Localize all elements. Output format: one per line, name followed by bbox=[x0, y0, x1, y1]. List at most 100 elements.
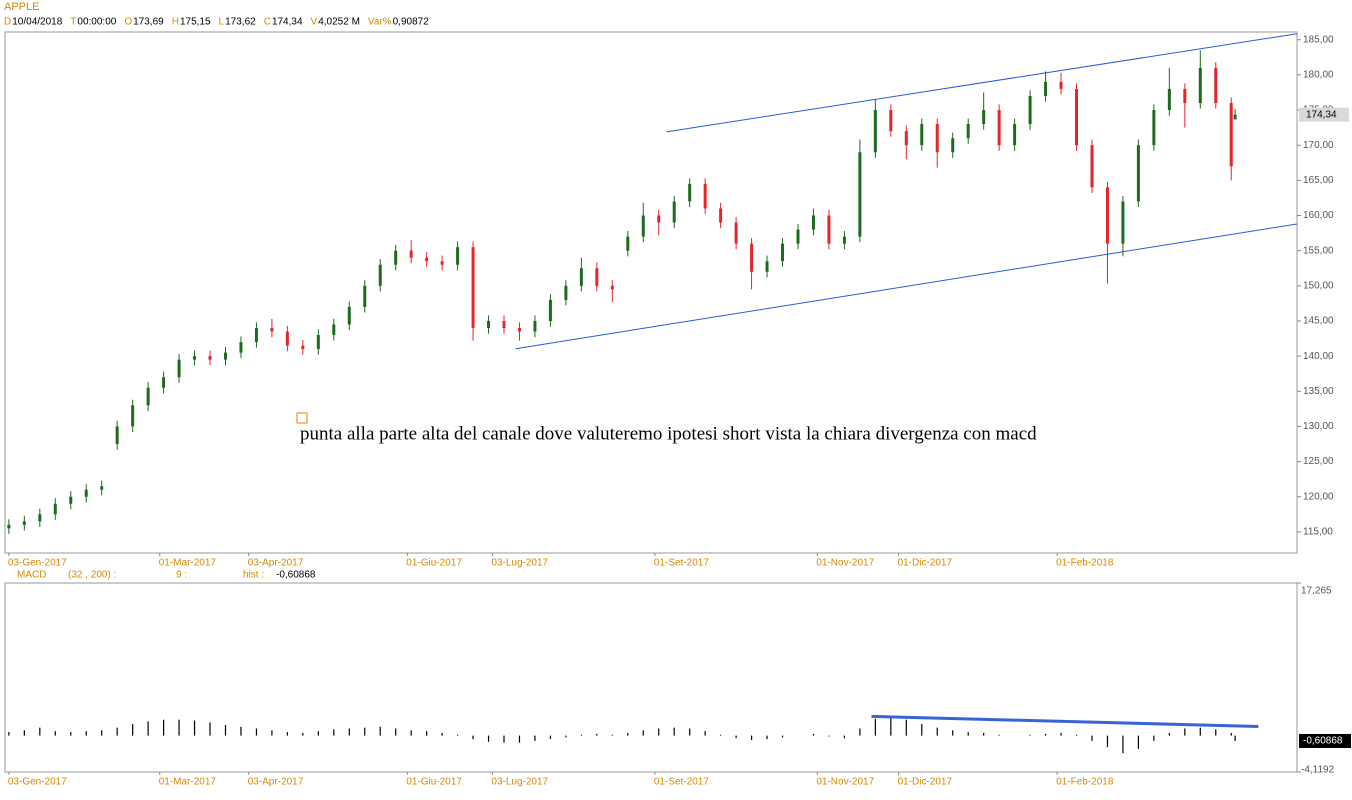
y-tick-label: 120,00 bbox=[1303, 491, 1334, 502]
macd-title: MACD bbox=[17, 570, 46, 581]
candle-body bbox=[38, 514, 42, 522]
candle-body bbox=[301, 345, 305, 350]
candle-body bbox=[1198, 67, 1202, 104]
candle-body bbox=[672, 201, 676, 223]
y-tick-label: 150,00 bbox=[1303, 280, 1334, 291]
field-value: 175,15 bbox=[180, 17, 211, 28]
y-tick-label: 17,265 bbox=[1301, 586, 1332, 597]
candle-body bbox=[935, 124, 939, 153]
candle-body bbox=[1183, 88, 1187, 104]
candle-body bbox=[7, 524, 11, 529]
field-value: 0,90872 bbox=[393, 17, 430, 28]
candle-body bbox=[100, 486, 104, 490]
candle-body bbox=[750, 243, 754, 272]
channel-line bbox=[666, 33, 1298, 133]
candle-body bbox=[1229, 103, 1233, 167]
candle-body bbox=[703, 183, 707, 209]
y-tick-label: 185,00 bbox=[1303, 34, 1334, 45]
candle-body bbox=[873, 110, 877, 153]
x-tick-label: 01-Giu-2017 bbox=[406, 558, 462, 569]
candle-body bbox=[657, 215, 661, 223]
macd-panel bbox=[4, 582, 1298, 773]
candle-body bbox=[146, 387, 150, 406]
candle-body bbox=[471, 247, 475, 329]
candle-body bbox=[502, 320, 506, 329]
x-tick-label: 01-Mar-2017 bbox=[159, 558, 217, 569]
candle-body bbox=[982, 110, 986, 125]
field-key: Var% bbox=[368, 17, 392, 28]
x-tick-label: 01-Set-2017 bbox=[654, 558, 709, 569]
candle-body bbox=[193, 356, 197, 360]
last-price-box bbox=[1299, 107, 1349, 122]
candle-body bbox=[270, 328, 274, 332]
candle-body bbox=[1136, 145, 1140, 202]
candle-body bbox=[889, 110, 893, 132]
candle-body bbox=[688, 183, 692, 202]
candle-body bbox=[1167, 88, 1171, 111]
candle-body bbox=[363, 285, 367, 307]
candle-body bbox=[904, 131, 908, 146]
candle-body bbox=[533, 320, 537, 332]
candle-body bbox=[332, 324, 336, 336]
candle-body bbox=[734, 222, 738, 244]
y-tick-label: 125,00 bbox=[1303, 456, 1334, 467]
y-tick-label: 180,00 bbox=[1303, 70, 1334, 81]
x-tick-label: 01-Feb-2018 bbox=[1056, 558, 1114, 569]
field-key: H bbox=[172, 17, 179, 28]
x-tick-label: 03-Lug-2017 bbox=[491, 558, 548, 569]
candle-body bbox=[1233, 114, 1237, 120]
x-tick-label: 01-Giu-2017 bbox=[406, 777, 462, 788]
header-fields: D 10/04/2018 T 00:00:00 O 173,69 H 175,15 L 173,6… bbox=[4, 17, 429, 28]
candle-body bbox=[347, 306, 351, 325]
candle-body bbox=[177, 359, 181, 378]
annotation: punta alla parte alta del canale dove va… bbox=[300, 423, 1037, 444]
candle-body bbox=[162, 377, 166, 388]
y-tick-label: 165,00 bbox=[1303, 175, 1334, 186]
last-value-box bbox=[1299, 733, 1351, 748]
y-tick-label: 160,00 bbox=[1303, 210, 1334, 221]
candle-body bbox=[254, 328, 258, 343]
last-price-label: 174,34 bbox=[1306, 109, 1337, 120]
y-tick-label: 140,00 bbox=[1303, 351, 1334, 362]
candle-body bbox=[394, 250, 398, 265]
candle-body bbox=[131, 405, 135, 427]
macd-hist-value: -0,60868 bbox=[276, 570, 316, 581]
field-value: 00:00:00 bbox=[77, 17, 116, 28]
candle-body bbox=[719, 208, 723, 223]
candle-body bbox=[239, 342, 243, 353]
candle-body bbox=[951, 138, 955, 153]
field-value: 4,0252 M bbox=[318, 17, 360, 28]
candle-body bbox=[316, 335, 320, 350]
candle-body bbox=[53, 503, 57, 515]
x-tick-label: 01-Dic-2017 bbox=[898, 777, 953, 788]
field-key: L bbox=[219, 17, 225, 28]
candle-body bbox=[920, 124, 924, 146]
candle-body bbox=[641, 215, 645, 237]
macd-params: (32 , 200) : bbox=[68, 570, 116, 581]
x-tick-label: 01-Nov-2017 bbox=[816, 777, 874, 788]
x-tick-label: 01-Feb-2018 bbox=[1056, 777, 1114, 788]
macd-hist-label: hist : bbox=[243, 570, 264, 581]
field-key: O bbox=[124, 17, 132, 28]
field-key: D bbox=[4, 17, 11, 28]
candle-body bbox=[1214, 67, 1218, 104]
candle-body bbox=[487, 320, 491, 329]
candle-body bbox=[378, 264, 382, 286]
candle-body bbox=[456, 247, 460, 265]
candle-body bbox=[858, 152, 862, 237]
candle-body bbox=[1028, 95, 1032, 125]
y-tick-label: 170,00 bbox=[1303, 140, 1334, 151]
candle-body bbox=[811, 215, 815, 230]
candle-body bbox=[1105, 187, 1109, 244]
candle-body bbox=[966, 124, 970, 139]
channel-line bbox=[515, 223, 1298, 350]
y-tick-label: 145,00 bbox=[1303, 316, 1334, 327]
candle-body bbox=[208, 356, 212, 360]
candle-body bbox=[548, 299, 552, 321]
x-tick-label: 01-Set-2017 bbox=[654, 777, 709, 788]
candle-body bbox=[115, 426, 119, 445]
x-tick-label: 03-Apr-2017 bbox=[248, 777, 304, 788]
candle-body bbox=[579, 268, 583, 286]
candle-body bbox=[796, 229, 800, 244]
